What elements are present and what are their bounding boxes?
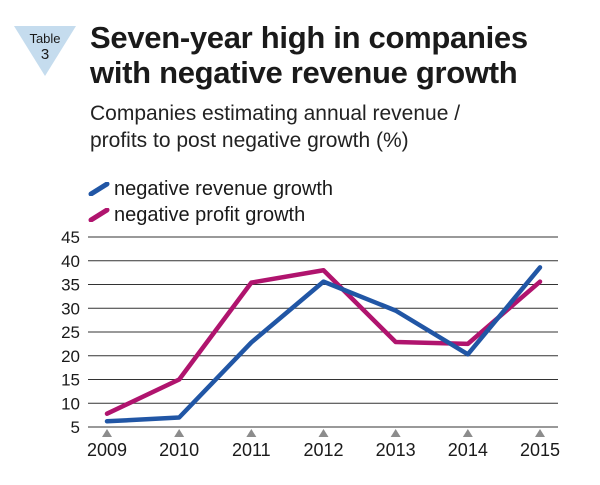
series-line-revenue xyxy=(104,265,543,424)
x-tick-marker-2011 xyxy=(246,429,257,437)
legend-label-revenue: negative revenue growth xyxy=(114,178,334,200)
x-tick-marker-2010 xyxy=(174,429,185,437)
legend-label-profit: negative profit growth xyxy=(114,204,306,226)
chart-title: Seven-year high in companies with negati… xyxy=(90,20,528,90)
legend-item-profit: negative profit growth xyxy=(88,202,333,228)
badge-triangle-icon: Table 3 xyxy=(14,26,76,76)
y-tick-label-30: 30 xyxy=(61,299,80,318)
legend-swatch-revenue xyxy=(88,182,110,196)
chart-subtitle: Companies estimating annual revenue / pr… xyxy=(90,100,460,154)
chart-title-line-2: with negative revenue growth xyxy=(90,55,518,90)
chart-subtitle-line-1: Companies estimating annual revenue / xyxy=(90,102,461,125)
chart-subtitle-line-2: profits to post negative growth (%) xyxy=(90,129,409,152)
y-tick-label-45: 45 xyxy=(61,228,80,247)
y-tick-label-5: 5 xyxy=(71,418,80,437)
x-tick-label-2014: 2014 xyxy=(448,440,488,460)
badge-label: Table xyxy=(29,31,60,46)
x-tick-label-2009: 2009 xyxy=(87,440,127,460)
y-tick-label-10: 10 xyxy=(61,394,80,413)
x-tick-marker-2009 xyxy=(102,429,112,437)
x-tick-label-2011: 2011 xyxy=(232,440,271,460)
y-tick-label-20: 20 xyxy=(61,347,80,366)
x-tick-label-2013: 2013 xyxy=(376,440,416,460)
badge-number: 3 xyxy=(41,46,49,63)
x-tick-marker-2012 xyxy=(318,429,329,437)
y-tick-label-25: 25 xyxy=(61,323,80,342)
x-tick-label-2012: 2012 xyxy=(303,440,343,460)
x-tick-marker-2013 xyxy=(390,429,401,437)
x-tick-label-2010: 2010 xyxy=(159,440,199,460)
y-tick-label-40: 40 xyxy=(61,252,80,271)
chart-legend: negative revenue growth negative profit … xyxy=(88,176,333,228)
chart-title-line-1: Seven-year high in companies xyxy=(90,20,528,55)
legend-swatch-profit xyxy=(88,208,110,222)
table-number-badge: Table 3 xyxy=(14,26,76,76)
y-tick-label-35: 35 xyxy=(61,276,80,295)
x-tick-label-2015: 2015 xyxy=(520,440,560,460)
x-tick-marker-2014 xyxy=(462,429,473,437)
legend-item-revenue: negative revenue growth xyxy=(88,176,333,202)
y-tick-label-15: 15 xyxy=(61,371,80,390)
x-tick-marker-2015 xyxy=(535,429,545,437)
series-line-profit xyxy=(104,268,543,416)
